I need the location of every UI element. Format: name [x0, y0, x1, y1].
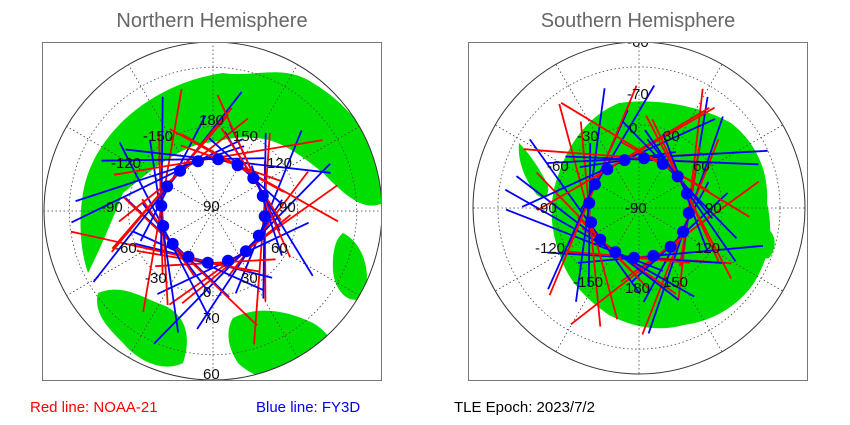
- north-overpass-dot: [239, 245, 252, 258]
- north-boundary-circle: [43, 43, 381, 380]
- south-lon-label-0: 0: [629, 120, 637, 137]
- north-meridian-5: [66, 210, 214, 296]
- north-satellite-tracks: [70, 88, 339, 345]
- north-overpass-dot: [247, 172, 260, 185]
- north-lon-label-60: 60: [271, 240, 288, 257]
- north-lon-label-30: 30: [241, 270, 258, 287]
- south-polar-map: 0 -30 30 -60 60 -90 90 -120 120 -150 150…: [468, 42, 808, 381]
- south-lon-label-30: 30: [663, 128, 680, 145]
- south-lon-label-120: 120: [695, 240, 720, 257]
- south-overpass-dot: [677, 225, 690, 238]
- north-overpass-dot: [161, 180, 174, 193]
- south-track-fy3d: [577, 244, 764, 264]
- north-lat-label-70: 70: [203, 310, 220, 327]
- north-overpass-dot: [192, 155, 204, 168]
- legend-tle-epoch: TLE Epoch: 2023/7/2: [454, 399, 595, 416]
- north-track-fy3d: [149, 139, 180, 333]
- south-panel-title: Southern Hemisphere: [540, 10, 736, 32]
- north-overpass-dot: [252, 229, 265, 242]
- south-overpass-dot: [601, 163, 614, 176]
- north-track-fy3d: [101, 157, 265, 162]
- north-center-label: 90: [203, 198, 220, 215]
- north-lon-label-m150: -150: [143, 128, 173, 145]
- south-overpass-dot: [628, 251, 640, 264]
- north-lat-label-60: 60: [203, 366, 220, 381]
- north-track-noaa21: [227, 170, 309, 277]
- south-coordinate-labels: 0 -30 30 -60 60 -90 90 -120 120 -150 150…: [535, 43, 722, 297]
- north-meridian-2: [212, 210, 298, 358]
- south-overpass-dot: [609, 246, 622, 259]
- south-overpass-dot: [647, 249, 660, 262]
- south-lon-label-m90: -90: [535, 200, 557, 217]
- north-lon-label-120: 120: [267, 155, 292, 172]
- south-overpass-points: [583, 152, 695, 264]
- south-overpass-dot: [680, 187, 693, 200]
- south-overpass-dot: [618, 154, 631, 167]
- south-lon-label-m150: -150: [573, 274, 603, 291]
- north-overpass-dot: [182, 250, 195, 263]
- north-overpass-dot: [258, 210, 271, 223]
- north-polar-map: 180 -150 150 -120 120 -90 90 -60 60 -30 …: [42, 42, 382, 381]
- south-lon-label-60: 60: [693, 158, 710, 175]
- north-overpass-dot: [231, 159, 244, 172]
- south-boundary-circle: [472, 43, 806, 375]
- south-overpass-dot: [664, 240, 677, 253]
- south-lon-label-m60: -60: [547, 158, 569, 175]
- north-lon-label-m60: -60: [115, 240, 137, 257]
- south-overpass-dot: [585, 216, 598, 229]
- north-lon-label-180: 180: [199, 112, 224, 129]
- south-track-noaa21: [620, 180, 760, 283]
- south-lon-label-m120: -120: [535, 240, 565, 257]
- north-overpass-dot: [174, 164, 187, 177]
- north-lon-label-0: 0: [203, 284, 211, 301]
- north-lon-label-150: 150: [233, 128, 258, 145]
- north-lat-ring-1: [68, 66, 358, 356]
- south-lat-label-m70: -70: [627, 86, 649, 103]
- north-meridian-10: [212, 64, 298, 212]
- north-lon-label-90: 90: [279, 199, 296, 216]
- north-overpass-dot: [222, 254, 234, 267]
- north-lon-label-m120: -120: [111, 155, 141, 172]
- south-overpass-dot: [656, 157, 669, 170]
- north-meridian-7: [66, 126, 214, 212]
- north-overpass-dot: [157, 220, 170, 232]
- south-track-noaa21: [579, 107, 710, 187]
- north-overpass-points: [155, 153, 271, 269]
- south-center-label: -90: [625, 200, 647, 217]
- north-overpass-dot: [155, 199, 168, 212]
- north-meridian-1: [212, 210, 360, 296]
- north-track-noaa21: [169, 128, 285, 193]
- north-meridian-8: [128, 64, 214, 212]
- south-track-noaa21: [560, 102, 750, 218]
- south-lon-label-150: 150: [663, 274, 688, 291]
- south-overpass-dot: [588, 178, 601, 191]
- south-lat-label-m60: -60: [627, 43, 649, 51]
- south-lon-label-180: 180: [625, 280, 650, 297]
- legend-fy3d: Blue line: FY3D: [256, 399, 361, 416]
- north-panel-title: Northern Hemisphere: [116, 10, 308, 32]
- legend-noaa21: Red line: NOAA-21: [30, 399, 158, 416]
- south-overpass-dot: [682, 207, 695, 219]
- north-map-svg: 180 -150 150 -120 120 -90 90 -60 60 -30 …: [43, 43, 381, 381]
- north-lon-label-m30: -30: [145, 270, 167, 287]
- north-overpass-dot: [256, 190, 269, 202]
- south-track-fy3d: [529, 138, 641, 295]
- north-overpass-dot: [166, 237, 179, 250]
- south-overpass-dot: [671, 170, 684, 183]
- south-lon-label-90: 90: [705, 200, 722, 217]
- north-lon-label-m90: -90: [101, 199, 123, 216]
- north-graticule: [44, 43, 381, 380]
- south-track-fy3d: [630, 192, 729, 284]
- north-overpass-dot: [201, 256, 214, 269]
- north-overpass-dot: [212, 153, 225, 166]
- south-overpass-dot: [638, 152, 650, 165]
- south-overpass-dot: [583, 197, 596, 209]
- south-map-svg: 0 -30 30 -60 60 -90 90 -120 120 -150 150…: [472, 43, 806, 375]
- north-coordinate-labels: 180 -150 150 -120 120 -90 90 -60 60 -30 …: [101, 112, 296, 381]
- south-lon-label-m30: -30: [577, 128, 599, 145]
- south-overpass-dot: [594, 233, 607, 246]
